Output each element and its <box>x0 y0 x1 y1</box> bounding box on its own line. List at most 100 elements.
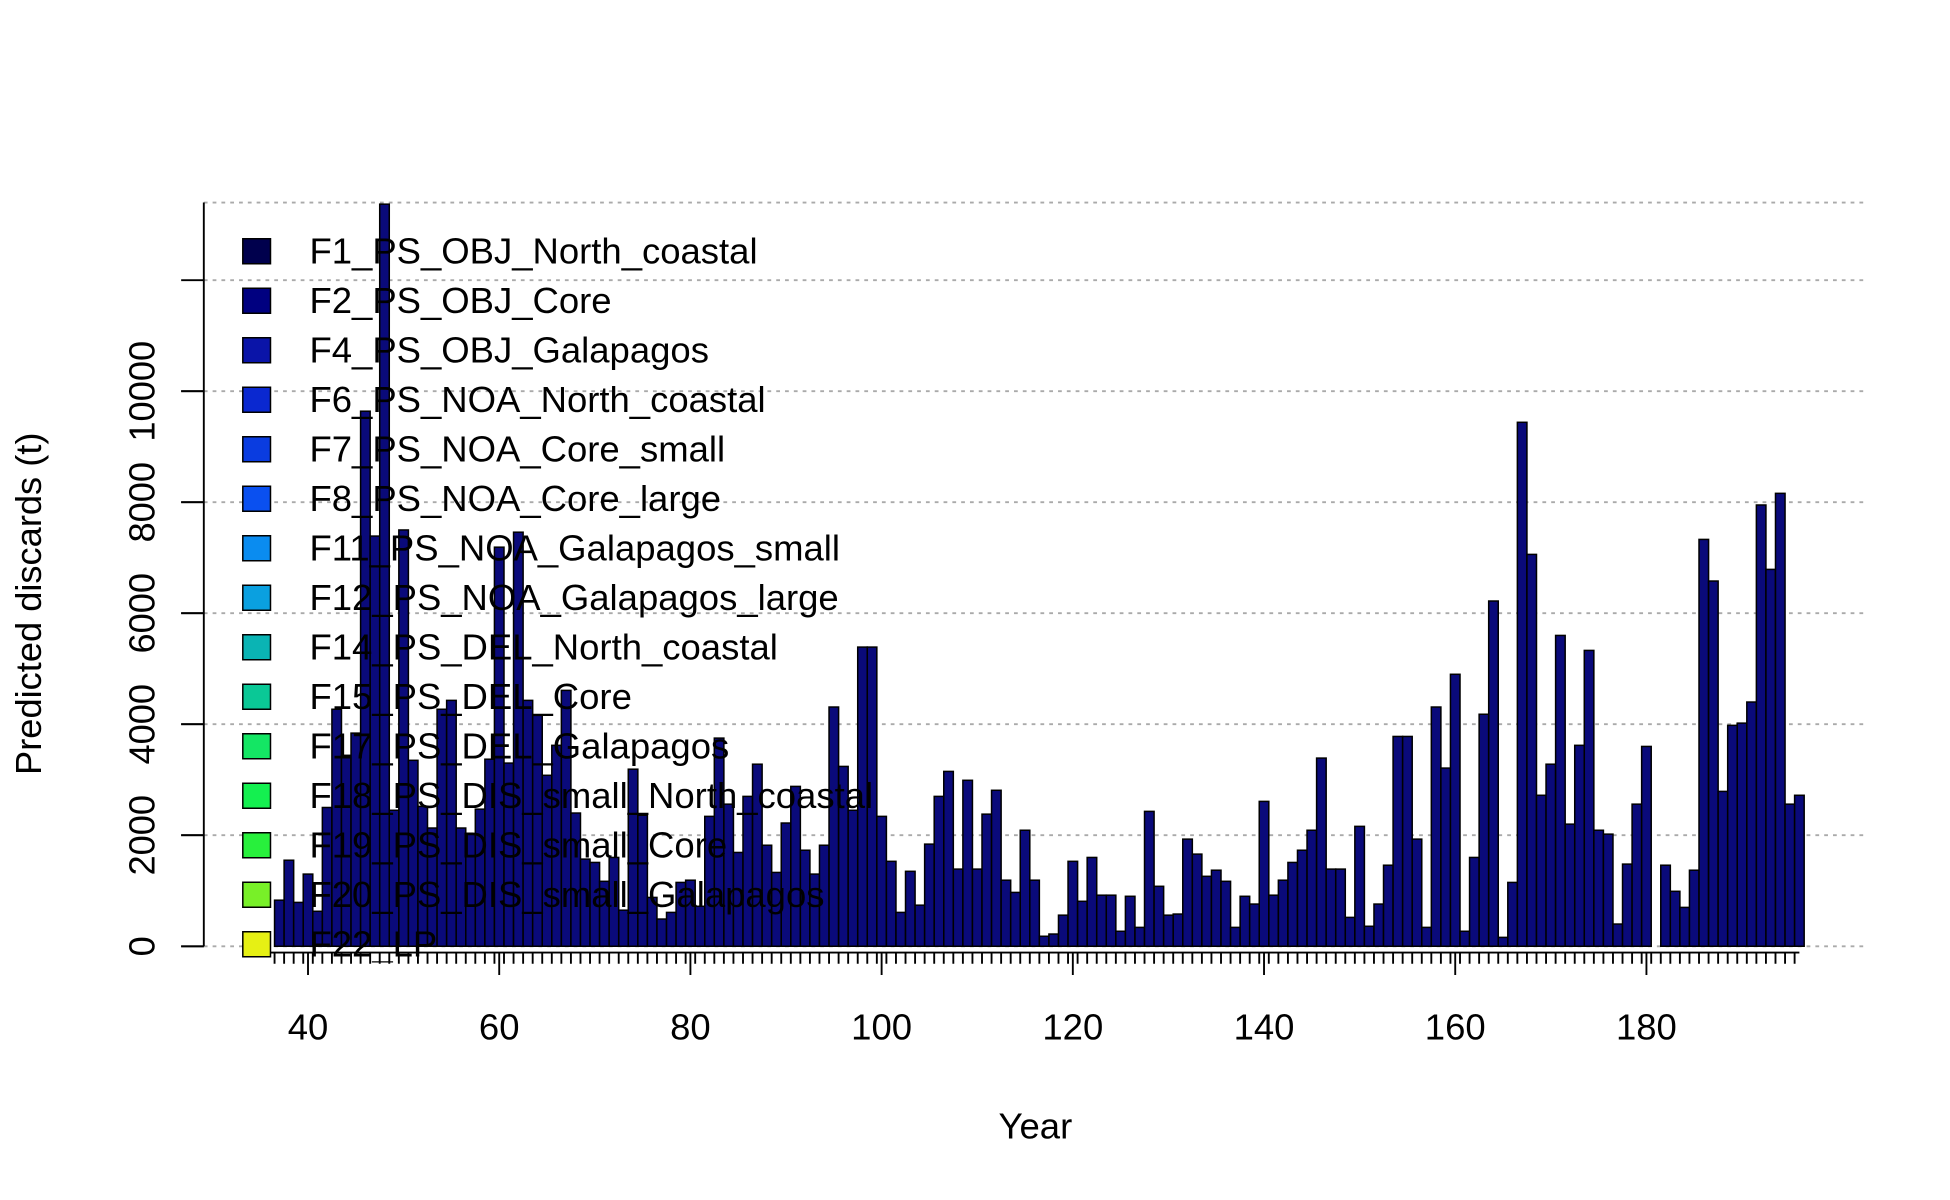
bar <box>990 789 1002 947</box>
x-tick-label: 60 <box>479 1007 520 1048</box>
bar <box>1076 900 1088 947</box>
bar <box>1392 735 1404 948</box>
bar <box>1468 856 1480 947</box>
y-tick-label: 0 <box>121 936 162 956</box>
bar <box>1688 869 1700 947</box>
legend-swatch <box>242 435 272 463</box>
legend-swatch <box>242 633 272 661</box>
bar <box>1516 421 1528 947</box>
bar <box>1411 838 1423 948</box>
legend-swatch <box>242 782 272 809</box>
x-tick-label: 140 <box>1234 1007 1295 1048</box>
bar <box>283 859 295 947</box>
legend-swatch <box>242 337 272 364</box>
bar <box>1755 504 1767 947</box>
bar <box>1220 880 1232 948</box>
bar <box>608 856 620 947</box>
bar <box>885 860 897 947</box>
bar <box>1487 600 1500 947</box>
bar <box>1344 916 1356 948</box>
bar <box>914 904 926 947</box>
bar <box>1698 538 1710 947</box>
bar <box>1201 875 1213 948</box>
bar <box>1736 722 1748 947</box>
bar <box>1707 580 1719 947</box>
bar <box>1210 869 1222 947</box>
bar <box>1143 810 1155 948</box>
legend-label: F17_PS_DEL_Galapagos <box>309 725 729 766</box>
bar <box>1153 885 1165 948</box>
bar <box>1354 825 1366 947</box>
bar <box>923 843 935 948</box>
bar <box>1478 713 1490 947</box>
bar <box>1583 649 1595 947</box>
bar <box>292 901 304 947</box>
bar <box>943 770 955 948</box>
bar <box>1325 868 1337 947</box>
y-tick-label: 4000 <box>121 684 162 765</box>
bar <box>1086 856 1098 947</box>
x-tick-label: 120 <box>1042 1007 1103 1048</box>
bar <box>1669 890 1681 947</box>
bar <box>302 873 314 948</box>
legend-swatch <box>242 535 272 562</box>
legend-swatch <box>242 238 272 265</box>
legend-label: F12_PS_NOA_Galapagos_large <box>309 577 838 618</box>
legend-swatch <box>242 881 272 908</box>
bar <box>1172 913 1184 948</box>
bar <box>971 868 983 947</box>
bar <box>1593 829 1605 947</box>
bar <box>1612 923 1624 948</box>
bar <box>1277 879 1289 948</box>
bar <box>493 546 505 947</box>
bar <box>1306 829 1318 947</box>
x-tick-label: 100 <box>851 1007 912 1048</box>
bar <box>952 868 964 947</box>
bar <box>1793 794 1805 947</box>
bar <box>1449 673 1461 947</box>
bar <box>1507 881 1519 948</box>
y-tick-label: 10000 <box>121 341 162 442</box>
x-axis-label: Year <box>999 1105 1073 1146</box>
bar <box>1573 744 1586 947</box>
bar <box>1497 936 1509 947</box>
bar <box>866 646 878 947</box>
bar <box>1631 803 1643 948</box>
bar <box>1124 895 1136 947</box>
y-tick-label: 8000 <box>121 462 162 543</box>
bar <box>1182 838 1194 948</box>
bar <box>1765 568 1777 947</box>
legend-label: F6_PS_NOA_North_coastal <box>309 379 765 420</box>
bar <box>1115 930 1127 947</box>
legend-label: F4_PS_OBJ_Galapagos <box>309 329 708 370</box>
legend-swatch <box>242 931 272 958</box>
bar <box>1421 926 1433 948</box>
bar <box>617 909 630 948</box>
x-tick-label: 80 <box>670 1007 711 1048</box>
bar <box>1526 553 1538 947</box>
bar <box>1029 879 1041 948</box>
bar <box>1545 763 1557 947</box>
bar <box>1660 864 1672 947</box>
bar <box>847 809 859 948</box>
legend-label: F18_PS_DIS_small_North_coastal <box>309 775 873 816</box>
bar <box>1095 894 1108 947</box>
legend-swatch <box>242 485 272 512</box>
legend-label: F2_PS_OBJ_Core <box>309 280 611 321</box>
bar <box>445 699 457 948</box>
bar <box>1401 735 1413 948</box>
bar <box>1784 803 1796 948</box>
bar <box>1363 925 1375 948</box>
bar <box>1000 879 1012 948</box>
bar <box>1679 906 1691 947</box>
bar <box>1105 894 1117 947</box>
bar <box>1048 933 1060 947</box>
bar <box>904 870 916 947</box>
bar <box>1287 861 1299 947</box>
y-tick-label: 2000 <box>121 795 162 876</box>
bar <box>1009 891 1021 947</box>
bar <box>1258 800 1270 948</box>
legend-label: F19_PS_DIS_small_Core <box>309 824 727 865</box>
legend-swatch <box>242 832 272 859</box>
